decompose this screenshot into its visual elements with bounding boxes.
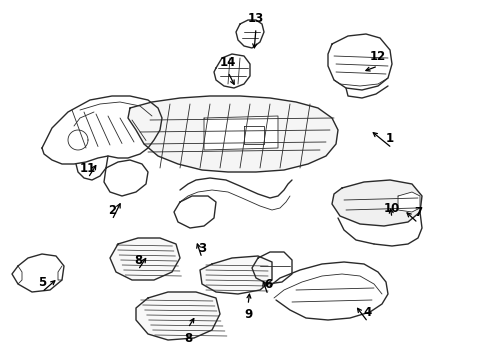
Polygon shape (204, 116, 278, 150)
Text: 12: 12 (370, 49, 386, 63)
Polygon shape (136, 292, 220, 340)
Text: 8: 8 (184, 332, 192, 345)
Polygon shape (214, 54, 250, 88)
Text: 8: 8 (134, 253, 142, 266)
Polygon shape (398, 192, 420, 212)
Polygon shape (252, 252, 292, 284)
Text: 13: 13 (248, 12, 264, 24)
Polygon shape (332, 180, 422, 226)
Text: 3: 3 (198, 242, 206, 255)
Polygon shape (12, 254, 64, 292)
Text: 5: 5 (38, 275, 46, 288)
Text: 4: 4 (364, 306, 372, 319)
Text: 7: 7 (414, 207, 422, 220)
Polygon shape (328, 34, 392, 90)
Text: 6: 6 (264, 279, 272, 292)
Text: 11: 11 (80, 162, 96, 175)
Text: 2: 2 (108, 203, 116, 216)
Polygon shape (110, 238, 180, 280)
Text: 14: 14 (220, 55, 236, 68)
Polygon shape (200, 256, 272, 294)
Polygon shape (104, 160, 148, 196)
Polygon shape (128, 96, 338, 172)
Polygon shape (244, 126, 264, 144)
Text: 9: 9 (244, 309, 252, 321)
Polygon shape (174, 196, 216, 228)
Text: 10: 10 (384, 202, 400, 215)
Polygon shape (236, 20, 264, 48)
Polygon shape (42, 96, 162, 164)
Text: 1: 1 (386, 131, 394, 144)
